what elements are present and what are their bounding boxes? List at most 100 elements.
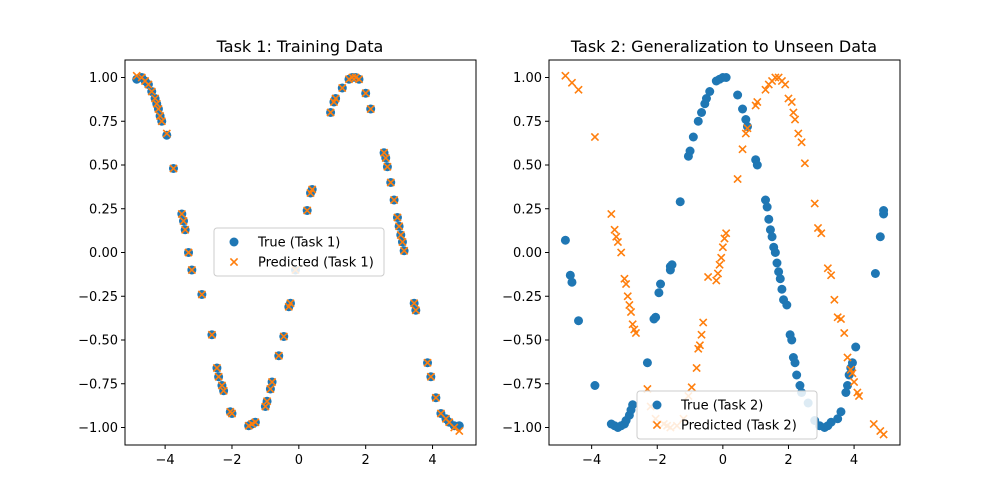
task2-true-point	[701, 94, 711, 103]
task2-series-predicted	[561, 71, 888, 439]
task2-predicted-point	[699, 318, 708, 327]
task2-predicted-point	[626, 307, 636, 317]
task1-predicted-point	[179, 216, 188, 226]
task2-true-point	[685, 146, 695, 156]
task1-ytick-label: 0.00	[89, 246, 118, 261]
task2-xtick-label: 0	[719, 453, 727, 468]
task2-true-point	[879, 206, 889, 215]
task1-predicted-point	[450, 423, 459, 432]
task1-predicted-point	[251, 418, 260, 427]
task1-true-point	[162, 130, 172, 140]
task1-predicted-point	[354, 75, 364, 84]
task2-xtick-label: 4	[850, 453, 858, 468]
task2-true-point	[733, 90, 743, 100]
task2-true-point	[752, 160, 762, 170]
task1-predicted-point	[227, 409, 237, 418]
task2-legend-box	[636, 390, 818, 440]
task2-true-point	[738, 104, 748, 114]
task2-true-point	[741, 115, 751, 124]
task1-predicted-point	[181, 225, 190, 234]
task2-true-point	[762, 202, 772, 212]
task2-predicted-point	[800, 159, 810, 168]
task1-predicted-point	[366, 104, 375, 114]
task2-true-point	[875, 232, 885, 242]
task2-predicted-point	[713, 269, 723, 278]
task2-true-point	[675, 197, 685, 207]
task1-predicted-point	[431, 393, 441, 402]
task2-predicted-point	[610, 225, 619, 234]
task1-ytick-label: 1.00	[89, 71, 118, 86]
task2-predicted-point	[590, 132, 600, 142]
task2-true-point	[654, 288, 664, 298]
task2-predicted-point	[738, 145, 747, 154]
task2-predicted-point	[797, 138, 806, 147]
task2-predicted-point	[879, 430, 888, 439]
task2-predicted-point	[813, 223, 823, 233]
task1-predicted-point	[348, 73, 357, 82]
task2-ytick-label: 0.00	[513, 246, 542, 261]
task1-ytick-label: −0.50	[78, 334, 118, 349]
task1-predicted-point	[399, 246, 409, 255]
task2-true-point	[843, 381, 853, 390]
task1-predicted-point	[338, 83, 347, 93]
task2-predicted-point	[628, 320, 637, 329]
task1-predicted-point	[132, 71, 141, 80]
task2-true-point	[742, 122, 752, 131]
task2-predicted-point	[631, 328, 641, 338]
task1-ytick-label: −0.75	[78, 377, 118, 392]
task2-predicted-point	[561, 71, 570, 80]
task1-predicted-point	[262, 397, 272, 406]
task2-predicted-point	[789, 108, 798, 117]
task2-ytick-label: 0.75	[513, 115, 542, 130]
task1-xtick-label: 4	[428, 453, 436, 468]
task1-predicted-point	[217, 381, 227, 390]
task2-predicted-point	[621, 279, 631, 289]
task1-predicted-point	[389, 195, 399, 205]
task2-predicted-point	[817, 229, 826, 238]
task1-ytick-label: 0.25	[89, 202, 118, 217]
task1-legend-box	[213, 227, 385, 277]
task2-true-point	[693, 116, 703, 126]
task2-predicted-point	[613, 237, 623, 247]
task2-predicted-point	[869, 419, 878, 429]
task1-ytick-label: 0.50	[89, 159, 118, 174]
task1-predicted-point	[152, 99, 161, 108]
task1-predicted-point	[147, 87, 156, 96]
task2-true-point	[870, 269, 880, 278]
task2-predicted-point	[687, 383, 696, 392]
task2-predicted-point	[625, 300, 634, 310]
task2-predicted-point	[617, 248, 626, 257]
task2-predicted-point	[607, 209, 616, 219]
task2-ytick-label: −0.25	[502, 290, 542, 305]
task2-predicted-point	[761, 85, 770, 94]
task1-predicted-point	[393, 213, 402, 222]
task2-predicted-point	[715, 260, 724, 269]
task2-predicted-point	[848, 369, 857, 378]
task2-predicted-point	[840, 328, 849, 338]
task2-true-point	[777, 284, 787, 294]
task2-predicted-point	[574, 85, 583, 94]
task2-true-point	[833, 414, 843, 424]
task1-predicted-point	[212, 363, 222, 373]
task1-legend-label: Predicted (Task 1)	[258, 256, 374, 271]
task2-true-point	[841, 388, 851, 397]
task2-true-point	[628, 400, 638, 410]
task1-legend: True (Task 1) Predicted (Task 1)	[213, 227, 385, 277]
task1-legend-label: True (Task 1)	[257, 236, 340, 251]
task2-predicted-point	[695, 341, 705, 350]
task2-predicted-point	[781, 80, 790, 89]
task1-predicted-point	[187, 265, 197, 275]
task1-predicted-point	[157, 117, 166, 126]
task1-predicted-point	[409, 299, 419, 308]
task2-xtick-label: −2	[648, 453, 667, 468]
task2-true-point	[642, 358, 652, 368]
task2-legend-marker	[652, 400, 662, 410]
task1-predicted-point	[426, 372, 436, 381]
task2-true-point	[767, 232, 777, 242]
task2-true-point	[590, 381, 600, 390]
task2-predicted-point	[794, 129, 803, 138]
task2-true-point	[765, 225, 775, 235]
task2-predicted-point	[733, 174, 742, 184]
task2-true-point	[667, 260, 677, 270]
